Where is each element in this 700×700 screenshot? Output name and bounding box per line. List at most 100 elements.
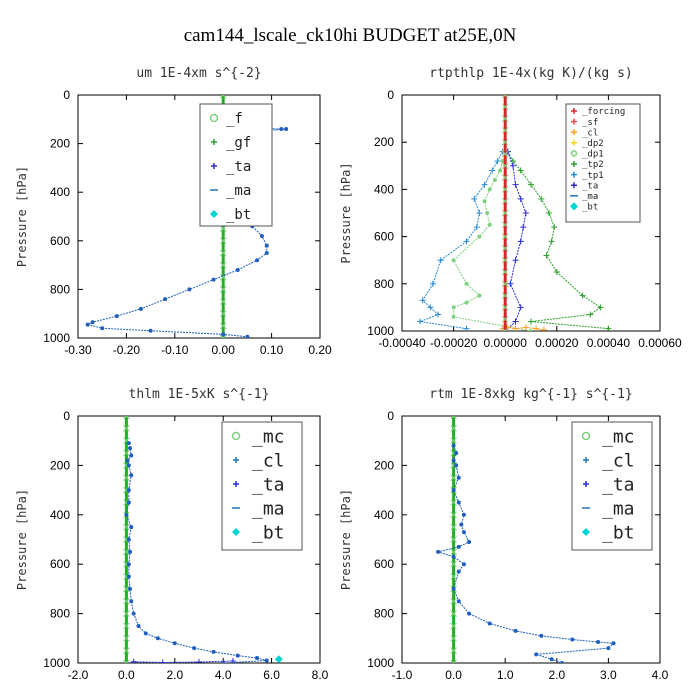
x-tick-label: 0.0 <box>118 668 135 682</box>
legend-box <box>199 103 273 227</box>
data-point <box>494 158 501 165</box>
data-point <box>450 511 457 519</box>
data-point <box>211 277 216 282</box>
data-point <box>219 95 227 99</box>
data-point <box>540 326 547 331</box>
x-tick-label: 6.0 <box>263 668 280 682</box>
data-point <box>436 549 441 554</box>
data-point <box>512 325 519 331</box>
data-point <box>419 297 426 304</box>
data-point <box>123 416 130 420</box>
data-point <box>123 474 130 482</box>
legend: _forcing_sf_cl_dp2_dp1_tp2_tp1_ta_ma_bt <box>565 103 641 223</box>
data-point <box>123 548 130 556</box>
data-point <box>543 252 550 259</box>
legend-label: _gf <box>226 135 251 151</box>
y-tick-label: 400 <box>50 508 70 522</box>
legend-marker <box>571 139 577 146</box>
legend-label: _bt <box>582 203 598 213</box>
data-point <box>501 268 509 276</box>
data-point <box>512 257 519 264</box>
legend-entry-ma: _ma <box>232 498 285 519</box>
series-line <box>133 660 233 663</box>
legend-label: _bt <box>226 207 251 223</box>
series-forcing <box>501 95 509 331</box>
x-tick-label: 0.00 <box>212 343 236 357</box>
data-point <box>461 530 466 535</box>
data-point <box>450 548 457 556</box>
data-point <box>456 544 461 549</box>
data-point <box>427 304 434 311</box>
data-point <box>450 474 457 482</box>
data-point <box>611 641 616 646</box>
series-line <box>418 151 504 330</box>
data-point <box>538 195 545 202</box>
data-point <box>501 280 509 288</box>
data-point <box>467 539 472 544</box>
data-point <box>90 320 95 325</box>
legend-entry-sf: _sf <box>571 118 598 128</box>
data-point <box>123 449 130 457</box>
legend-entry-dp2: _dp2 <box>571 139 604 149</box>
data-point <box>498 168 503 173</box>
x-tick-label: 1.0 <box>497 668 514 682</box>
data-point <box>456 475 461 480</box>
y-tick-label: 400 <box>374 508 394 522</box>
data-point <box>485 211 490 215</box>
series-cl <box>124 441 269 663</box>
data-point <box>450 610 457 617</box>
data-point <box>245 334 250 338</box>
data-point <box>517 167 524 174</box>
data-point <box>123 424 130 432</box>
data-point <box>454 451 459 456</box>
data-point <box>451 554 456 559</box>
data-point <box>522 210 529 216</box>
data-point <box>559 661 564 663</box>
data-point <box>148 328 153 333</box>
data-point <box>501 138 509 146</box>
data-point <box>509 162 516 169</box>
legend-marker <box>211 139 217 145</box>
y-axis-label: Pressure [hPa] <box>15 166 29 267</box>
data-point <box>477 234 482 239</box>
data-point <box>459 522 464 527</box>
data-point <box>522 324 529 331</box>
legend-entry-ta: _ta <box>583 474 635 495</box>
data-point <box>126 463 131 468</box>
data-point <box>450 560 457 568</box>
data-point <box>219 225 227 233</box>
data-point <box>211 649 216 654</box>
x-tick-label: -1.0 <box>392 668 413 682</box>
figure-title: cam144_lscale_ck10hi BUDGET at25E,0N <box>184 25 517 46</box>
data-point <box>126 562 131 567</box>
legend-entry-gf: _gf <box>211 135 251 151</box>
legend-label: _ma <box>602 498 635 519</box>
y-tick-label: 200 <box>374 458 394 472</box>
legend-label: _cl <box>582 128 598 138</box>
data-point <box>501 233 509 240</box>
y-tick-label: 1000 <box>367 324 394 338</box>
data-point <box>219 322 227 330</box>
series-mc <box>123 416 130 663</box>
data-point <box>437 257 444 264</box>
panel-4: rtm 1E-8xkg kg^{-1} s^{-1} Pressure [hPa]… <box>339 387 669 682</box>
data-point <box>487 621 492 626</box>
data-point <box>255 656 260 661</box>
data-point <box>128 549 133 554</box>
y-tick-label: 0 <box>387 409 394 423</box>
legend-entry-ta: _ta <box>571 181 598 191</box>
data-point <box>467 611 472 616</box>
data-point <box>596 640 601 645</box>
y-tick-label: 1000 <box>367 656 394 670</box>
data-point <box>501 304 509 311</box>
data-point <box>461 512 466 517</box>
series-mc <box>450 416 457 663</box>
data-point <box>477 293 482 298</box>
y-tick-label: 600 <box>50 234 70 248</box>
y-tick-label: 600 <box>50 557 70 571</box>
x-tick-label: 0.00040 <box>587 336 631 350</box>
data-point <box>136 623 141 628</box>
data-point <box>507 280 514 287</box>
data-point <box>450 659 457 663</box>
data-point <box>192 646 197 651</box>
